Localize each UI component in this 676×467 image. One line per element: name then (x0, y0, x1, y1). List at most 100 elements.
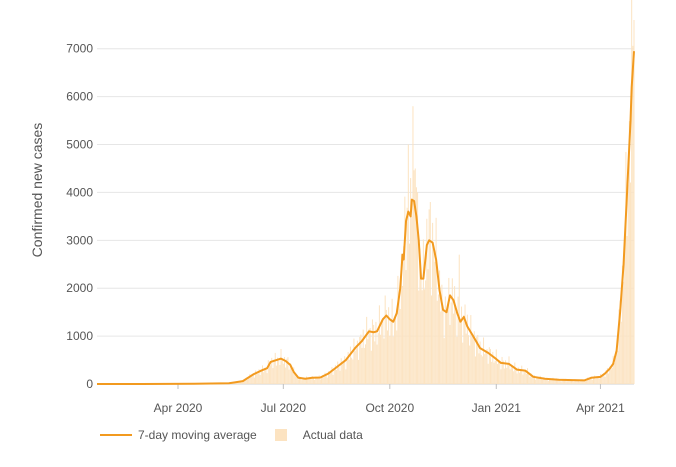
actual-data-bar (278, 360, 280, 384)
actual-data-bar (404, 196, 406, 384)
actual-data-bar (598, 378, 600, 384)
actual-data-bar (280, 348, 282, 384)
actual-data-bar (242, 380, 244, 384)
actual-data-bar (470, 315, 472, 384)
actual-data-bar (414, 168, 416, 384)
actual-data-bar (311, 376, 313, 384)
actual-data-bar (518, 372, 520, 384)
actual-data-bar (385, 309, 387, 384)
actual-data-bar (537, 377, 539, 384)
actual-data-bar (525, 373, 527, 384)
actual-data-bar (505, 360, 507, 384)
legend-item-actual-data[interactable]: Actual data (274, 428, 363, 442)
actual-data-bar (296, 375, 298, 384)
actual-data-bar (427, 269, 429, 384)
actual-data-bar (611, 367, 613, 384)
actual-data-bar (530, 373, 532, 384)
actual-data-bar (479, 341, 481, 384)
actual-data-bar (575, 380, 577, 384)
actual-data-bar (632, 45, 634, 384)
actual-data-bar (400, 253, 402, 384)
y-tick-label: 6000 (66, 90, 93, 104)
actual-data-bar (289, 363, 291, 384)
actual-data-bar (337, 361, 339, 384)
actual-data-bar (523, 370, 525, 384)
actual-data-bar (266, 373, 268, 384)
actual-data-bar (623, 281, 625, 384)
actual-data-bar (412, 106, 414, 385)
actual-data-bar (614, 357, 616, 384)
actual-data-bar (455, 311, 457, 384)
x-tick-label: Jan 2021 (472, 401, 522, 415)
actual-data-bar (579, 381, 581, 384)
actual-data-bar (432, 222, 434, 384)
actual-data-bar (346, 356, 348, 384)
actual-data-bar (397, 275, 399, 384)
actual-data-bar (546, 378, 548, 384)
actual-data-bar (405, 270, 407, 384)
actual-data-bar (513, 371, 515, 384)
actual-data-bar (393, 316, 395, 384)
actual-data-bar (395, 316, 397, 384)
actual-data-bar (517, 367, 519, 384)
actual-data-bar (381, 319, 383, 384)
actual-data-bar (507, 364, 509, 384)
actual-data-bar (454, 286, 456, 384)
actual-data-bar (319, 379, 321, 384)
actual-data-bar (589, 378, 591, 384)
actual-data-bar (586, 380, 588, 384)
actual-data-bar (473, 331, 475, 384)
actual-data-bar (419, 248, 421, 384)
actual-data-bar (552, 377, 554, 384)
actual-data-bar (345, 369, 347, 384)
legend-item-moving-average[interactable]: 7-day moving average (100, 428, 257, 442)
actual-data-bar (274, 352, 276, 384)
actual-data-bar (613, 363, 615, 384)
actual-data-bar (408, 243, 410, 384)
actual-data-bar (553, 380, 555, 384)
actual-data-bar (527, 368, 529, 384)
actual-data-bar (539, 375, 541, 384)
actual-data-bar (406, 207, 408, 384)
actual-data-bar (499, 360, 501, 384)
actual-data-bar (603, 373, 605, 384)
actual-data-bar (429, 202, 431, 384)
actual-data-bar (469, 345, 471, 384)
actual-data-bar (535, 379, 537, 384)
actual-data-bar (594, 375, 596, 384)
actual-data-bar (325, 374, 327, 384)
actual-data-bar (312, 377, 314, 384)
actual-data-bar (584, 380, 586, 384)
actual-data-bar (376, 344, 378, 384)
actual-data-bar (237, 382, 239, 384)
actual-data-bar (235, 382, 237, 384)
actual-data-bar (246, 379, 248, 384)
actual-data-bar (627, 184, 629, 384)
actual-data-bar (465, 333, 467, 384)
actual-data-bar (369, 328, 371, 384)
actual-data-bar (542, 379, 544, 384)
actual-data-bar (514, 362, 516, 384)
actual-data-bar (502, 360, 504, 384)
actual-data-bar (597, 377, 599, 384)
actual-data-bar (303, 378, 305, 384)
actual-data-bar (487, 363, 489, 384)
actual-data-bar (565, 378, 567, 384)
actual-data-bar (543, 377, 545, 384)
actual-data-bar (612, 355, 614, 384)
actual-data-bar (572, 380, 574, 384)
actual-data-bar (532, 375, 534, 384)
actual-data-bar (628, 121, 630, 385)
actual-data-bar (377, 333, 379, 384)
actual-data-bar (559, 379, 561, 384)
y-tick-label: 0 (86, 377, 93, 391)
actual-data-bar (267, 360, 269, 384)
legend-label-actual-data: Actual data (302, 428, 363, 442)
actual-data-bar (538, 378, 540, 384)
actual-data-bar (388, 307, 390, 384)
actual-data-bar (386, 330, 388, 384)
y-tick-label: 3000 (66, 233, 93, 247)
actual-data-bar (567, 380, 569, 384)
actual-data-bar (631, 0, 633, 384)
